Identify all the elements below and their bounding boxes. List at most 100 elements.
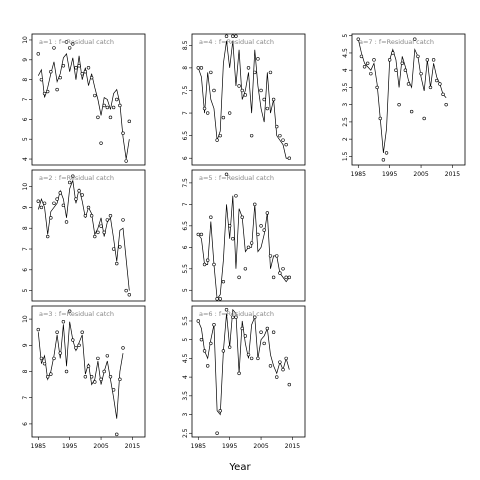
observed-point <box>89 214 94 218</box>
observed-point <box>196 232 200 237</box>
y-tick-label: 7.5 <box>182 178 189 188</box>
observed-point <box>416 54 420 59</box>
observed-point <box>209 215 213 219</box>
y-tick-label: 8.5 <box>182 40 189 50</box>
x-tick-label: 1985 <box>31 443 46 450</box>
observed-point <box>265 106 270 111</box>
observed-point <box>265 326 270 331</box>
observed-point <box>221 349 226 353</box>
observed-point <box>61 64 66 68</box>
observed-point <box>64 40 69 44</box>
y-tick-label: 2.5 <box>182 428 189 438</box>
observed-point <box>237 371 241 376</box>
observed-point <box>77 189 81 193</box>
observed-point <box>80 193 84 197</box>
x-tick-label: 2015 <box>125 443 140 450</box>
panel-label: a=7 : f=Residual catch <box>359 38 434 46</box>
observed-point <box>406 82 411 86</box>
observed-point <box>42 361 47 366</box>
observed-point <box>419 71 423 76</box>
observed-point <box>93 234 97 239</box>
observed-point <box>55 330 59 334</box>
observed-point <box>253 202 257 207</box>
observed-point <box>99 141 103 145</box>
observed-point <box>80 71 84 76</box>
observed-point <box>124 159 128 163</box>
observed-point <box>441 92 445 97</box>
observed-point <box>284 275 288 280</box>
observed-point <box>278 360 282 364</box>
y-tick-label: 6 <box>22 268 29 272</box>
observed-point <box>93 93 97 98</box>
y-tick-label: 6.5 <box>182 221 189 231</box>
panel-5: 5 5.5 6 6.5 7 7.5 a=5 : f=Residual catch <box>182 169 306 302</box>
observed-point <box>240 215 244 219</box>
observed-point <box>71 42 75 46</box>
observed-point <box>231 237 235 241</box>
observed-point <box>67 309 72 313</box>
y-tick-label: 8 <box>22 369 29 373</box>
observed-point <box>262 228 266 232</box>
observed-point <box>275 375 279 379</box>
observed-point <box>246 352 251 357</box>
observed-point <box>287 382 292 387</box>
y-tick-label: 4.5 <box>182 353 189 363</box>
observed-point <box>71 338 75 342</box>
observed-point <box>362 65 367 69</box>
y-tick-label: 6 <box>22 117 29 121</box>
observed-point <box>428 85 433 90</box>
observed-point <box>287 156 292 160</box>
observed-point <box>365 61 370 66</box>
observed-point <box>58 351 62 355</box>
observed-point <box>249 241 254 245</box>
observed-point <box>243 267 248 271</box>
observed-point <box>284 356 288 361</box>
observed-point <box>96 356 100 361</box>
observed-point <box>271 275 276 280</box>
observed-point <box>281 367 285 372</box>
y-tick-label: 6 <box>182 156 189 160</box>
observed-point <box>259 330 263 334</box>
observed-point <box>55 87 59 92</box>
x-tick-label: 2005 <box>413 171 428 178</box>
y-tick-label: 8 <box>182 66 189 70</box>
observed-point <box>111 247 116 251</box>
observed-point <box>237 84 241 88</box>
observed-point <box>61 203 66 208</box>
observed-point <box>259 224 263 228</box>
observed-point <box>212 323 216 327</box>
panel-frame <box>191 305 306 438</box>
observed-point <box>39 77 44 82</box>
observed-point <box>234 34 238 38</box>
y-tick-label: 2.5 <box>342 117 349 127</box>
observed-point <box>234 315 238 319</box>
observed-point <box>89 375 94 379</box>
y-tick-label: 3 <box>342 103 349 107</box>
observed-point <box>403 68 408 72</box>
observed-point <box>369 71 373 76</box>
observed-point <box>108 214 113 218</box>
observed-point <box>199 66 204 70</box>
observed-point <box>275 124 279 129</box>
observed-point <box>96 115 100 120</box>
observed-point <box>121 346 125 350</box>
observed-point <box>278 271 282 275</box>
observed-point <box>102 369 106 374</box>
y-tick-label: 9 <box>22 343 29 347</box>
x-tick-label: 1985 <box>351 171 366 178</box>
observed-point <box>281 138 285 142</box>
observed-point <box>212 262 216 267</box>
observed-point <box>49 372 53 376</box>
y-tick-label: 5 <box>342 34 349 38</box>
panel-3: 6 7 8 9 10 1985 1995 2005 2015 a=3 : f=Residual c… <box>22 305 146 450</box>
observed-point <box>64 369 69 374</box>
observed-point <box>215 431 219 435</box>
observed-point <box>118 377 122 382</box>
observed-point <box>49 70 53 74</box>
x-tick-label: 1995 <box>382 171 397 178</box>
panel-label: a=2 : f=Residual catch <box>39 174 114 182</box>
observed-point <box>127 119 132 124</box>
observed-point <box>105 354 110 358</box>
y-tick-label: 4 <box>22 157 29 161</box>
